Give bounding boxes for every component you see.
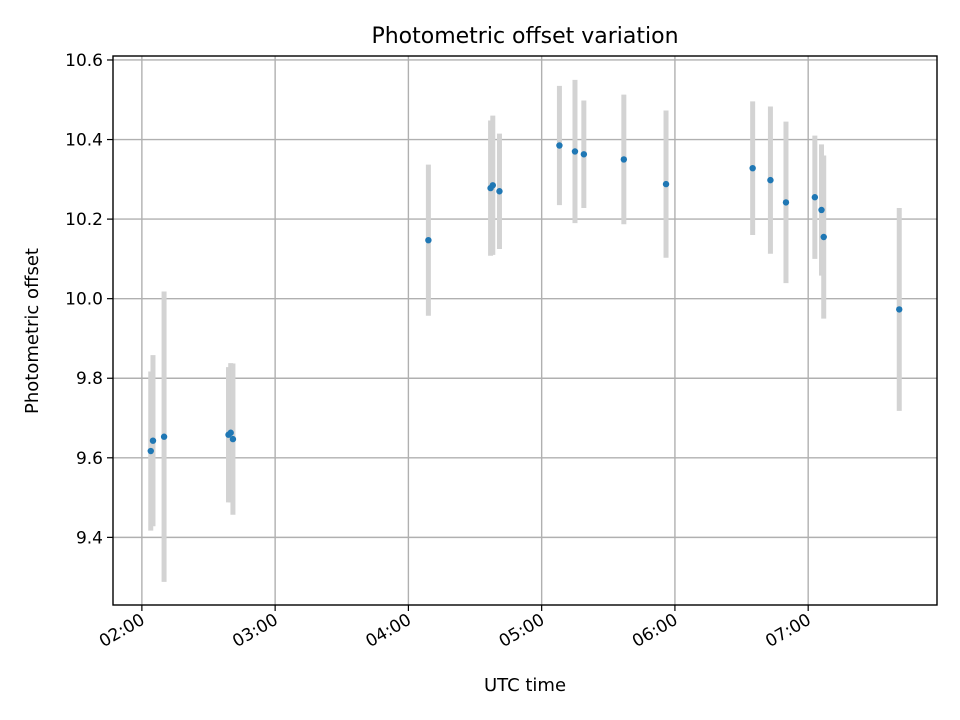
point-layer [147, 142, 903, 455]
data-point [820, 233, 827, 241]
data-point [556, 142, 563, 149]
data-point [227, 429, 234, 436]
y-tick-label: 9.4 [76, 528, 103, 548]
data-point [580, 151, 588, 158]
chart-title: Photometric offset variation [371, 24, 678, 49]
y-tick-label: 9.8 [76, 369, 103, 389]
y-tick-label: 10.6 [65, 51, 103, 71]
data-point [782, 199, 790, 206]
data-point [160, 433, 168, 440]
data-point [149, 437, 157, 444]
data-point [818, 206, 825, 214]
data-point [811, 194, 819, 201]
data-point [425, 236, 432, 244]
y-tick-label: 9.6 [76, 449, 103, 469]
data-point [496, 188, 503, 195]
data-point [662, 180, 670, 188]
data-point [620, 156, 628, 163]
x-axis-label: UTC time [484, 675, 566, 696]
data-point [489, 182, 496, 189]
y-tick-label: 10.0 [65, 290, 103, 310]
data-point [749, 164, 756, 172]
data-point [229, 435, 237, 443]
data-point [896, 306, 903, 313]
data-point [571, 148, 579, 155]
grid-layer [113, 56, 937, 605]
y-tick-label: 10.2 [65, 210, 103, 230]
plot-frame [112, 55, 938, 606]
data-point [147, 447, 154, 455]
y-axis-label: Photometric offset [22, 248, 43, 414]
y-tick-label: 10.4 [65, 131, 103, 151]
data-point [767, 176, 774, 184]
